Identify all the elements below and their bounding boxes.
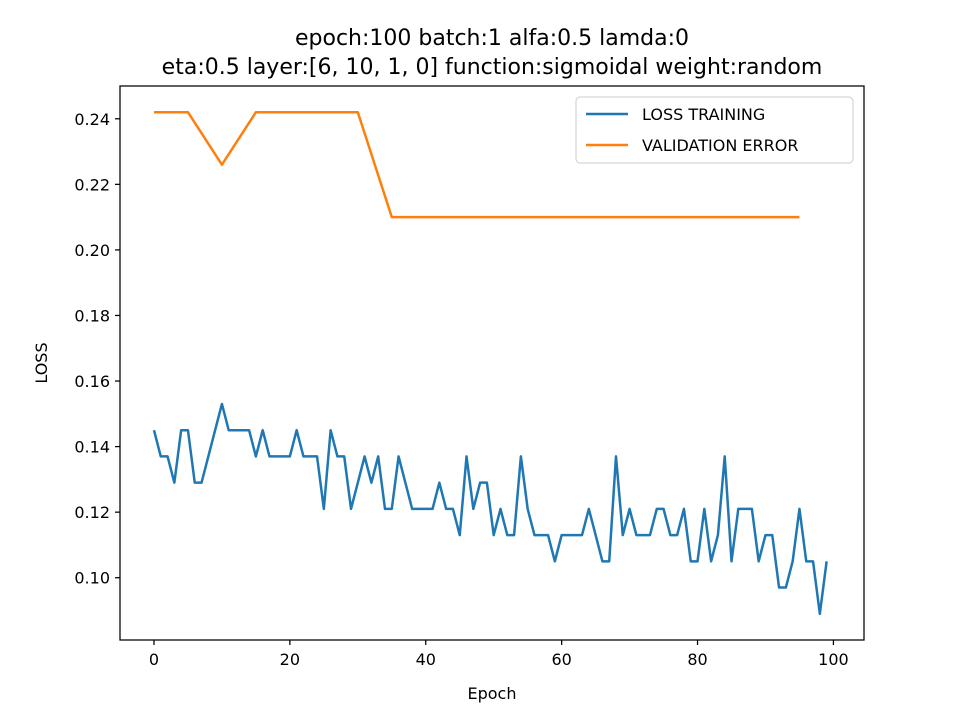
x-tick-label: 80 (687, 650, 707, 669)
x-tick-label: 0 (149, 650, 159, 669)
series-layer (152, 110, 828, 616)
legend-label-validation-error: VALIDATION ERROR (642, 136, 798, 155)
series-line-loss-training (152, 402, 828, 616)
x-axis-ticks: 0 20 40 60 80 100 (149, 640, 849, 669)
legend: LOSS TRAINING VALIDATION ERROR (575, 96, 854, 164)
plot-area (120, 86, 864, 640)
y-tick-label: 0.18 (74, 306, 110, 325)
legend-box (575, 96, 854, 164)
axes-frame (119, 85, 865, 641)
y-tick-label: 0.10 (74, 569, 110, 588)
x-tick-label: 40 (416, 650, 436, 669)
y-axis-ticks: 0.10 0.12 0.14 0.16 0.18 0.20 0.22 0.24 (74, 110, 120, 588)
y-tick-label: 0.12 (74, 503, 110, 522)
chart-title-line-1: epoch:100 batch:1 alfa:0.5 lamda:0 (295, 26, 689, 51)
x-axis-label: Epoch (468, 684, 517, 703)
y-tick-label: 0.14 (74, 438, 110, 457)
y-tick-label: 0.16 (74, 372, 110, 391)
y-tick-label: 0.22 (74, 175, 110, 194)
chart-title-line-2: eta:0.5 layer:[6, 10, 1, 0] function:sig… (162, 55, 823, 80)
y-axis-label: LOSS (32, 342, 51, 383)
x-tick-label: 20 (280, 650, 300, 669)
series-line-validation-error (153, 110, 800, 219)
y-tick-label: 0.24 (74, 110, 110, 129)
legend-label-loss-training: LOSS TRAINING (642, 105, 765, 124)
x-tick-label: 60 (551, 650, 571, 669)
x-tick-label: 100 (818, 650, 849, 669)
y-tick-label: 0.20 (74, 241, 110, 260)
